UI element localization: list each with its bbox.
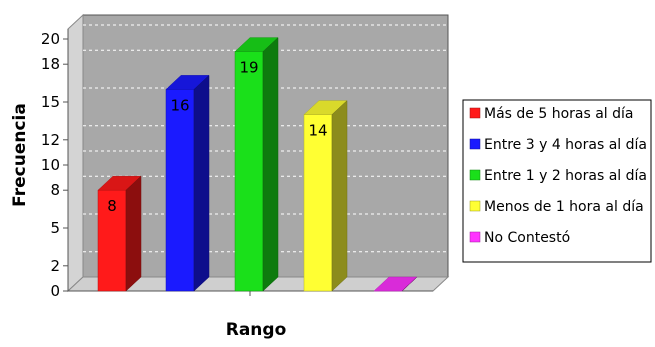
legend-item: Entre 3 y 4 horas al día (469, 137, 647, 153)
legend: Más de 5 horas al día Entre 3 y 4 horas a… (462, 99, 652, 263)
legend-item: Más de 5 horas al día (469, 106, 634, 122)
data-label: 14 (308, 122, 327, 140)
bars: 8 16 19 14 (97, 37, 418, 292)
bar-side (331, 100, 348, 292)
y-tick-label: 18 (41, 55, 60, 73)
legend-swatch (469, 169, 481, 181)
bar-side (401, 276, 418, 292)
bar-side (125, 175, 142, 292)
legend-item: Entre 1 y 2 horas al día (469, 168, 647, 184)
y-tick-label: 2 (50, 257, 60, 275)
y-tick-label: 12 (41, 131, 60, 149)
y-tick-label: 8 (50, 181, 60, 199)
legend-item: Menos de 1 hora al día (469, 199, 644, 215)
y-axis-ticks: 0 2 5 8 10 12 15 18 20 (41, 29, 433, 300)
bar-front (97, 189, 127, 292)
x-axis-title: Rango (226, 320, 287, 340)
bar: 19 (234, 37, 279, 292)
side-wall (67, 13, 84, 293)
legend-label: Entre 3 y 4 horas al día (484, 137, 647, 153)
legend-label: Entre 1 y 2 horas al día (484, 168, 647, 184)
y-tick-label: 5 (50, 219, 60, 237)
legend-box (462, 99, 652, 263)
bar-side (262, 37, 279, 292)
bar: 14 (303, 100, 348, 292)
y-tick-label: 15 (41, 93, 60, 111)
data-label: 19 (239, 59, 258, 77)
legend-swatch (469, 231, 481, 243)
legend-label: No Contestó (484, 230, 570, 246)
bar-front (165, 89, 195, 292)
legend-swatch (469, 200, 481, 212)
data-label: 8 (107, 197, 117, 215)
y-axis-title: Frecuencia (10, 103, 30, 207)
bar-front (303, 114, 333, 292)
data-label: 16 (170, 96, 189, 114)
bar: 16 (165, 74, 210, 292)
y-tick-label: 20 (41, 30, 60, 48)
y-tick-label: 0 (50, 282, 60, 300)
bar (373, 276, 418, 292)
legend-swatch (469, 107, 481, 119)
y-tick-label: 10 (41, 156, 60, 174)
bar-side (193, 74, 210, 292)
legend-label: Menos de 1 hora al día (484, 199, 644, 215)
legend-item: No Contestó (469, 230, 570, 246)
bar-front (234, 51, 264, 292)
bar: 8 (97, 175, 142, 292)
legend-label: Más de 5 horas al día (484, 106, 634, 122)
legend-swatch (469, 138, 481, 150)
